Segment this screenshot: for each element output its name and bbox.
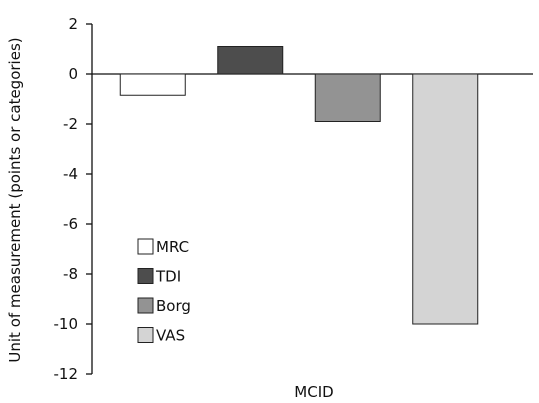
y-tick-label: -4 — [63, 165, 78, 183]
legend-swatch-mrc — [137, 238, 154, 255]
y-tick-label: 0 — [68, 65, 78, 83]
bar-borg — [314, 73, 381, 122]
y-tick-label: -8 — [63, 265, 78, 283]
legend-swatch-borg — [137, 297, 154, 314]
legend-swatch-vas — [137, 327, 154, 343]
y-axis: 2 0 -2 -4 -6 -8 -10 -12 — [54, 15, 93, 383]
y-tick-label: -12 — [54, 365, 79, 383]
legend-label-mrc: MRC — [156, 238, 189, 256]
legend-label-vas: VAS — [156, 327, 185, 345]
legend-label-tdi: TDI — [155, 268, 181, 286]
y-tick-label: -10 — [54, 315, 79, 333]
legend-label-borg: Borg — [156, 297, 191, 315]
y-tick-label: -2 — [63, 115, 78, 133]
x-axis-title: MCID — [294, 383, 333, 401]
y-axis-title: Unit of measurement (points or categorie… — [6, 37, 24, 362]
bars — [119, 46, 479, 325]
bar-mrc — [119, 73, 186, 96]
y-tick-label: -6 — [63, 215, 78, 233]
bar-tdi — [217, 46, 284, 75]
bar-vas — [412, 73, 479, 325]
legend: MRC TDI Borg VAS — [137, 238, 191, 345]
legend-swatch-tdi — [137, 268, 154, 284]
y-tick-label: 2 — [68, 15, 78, 33]
